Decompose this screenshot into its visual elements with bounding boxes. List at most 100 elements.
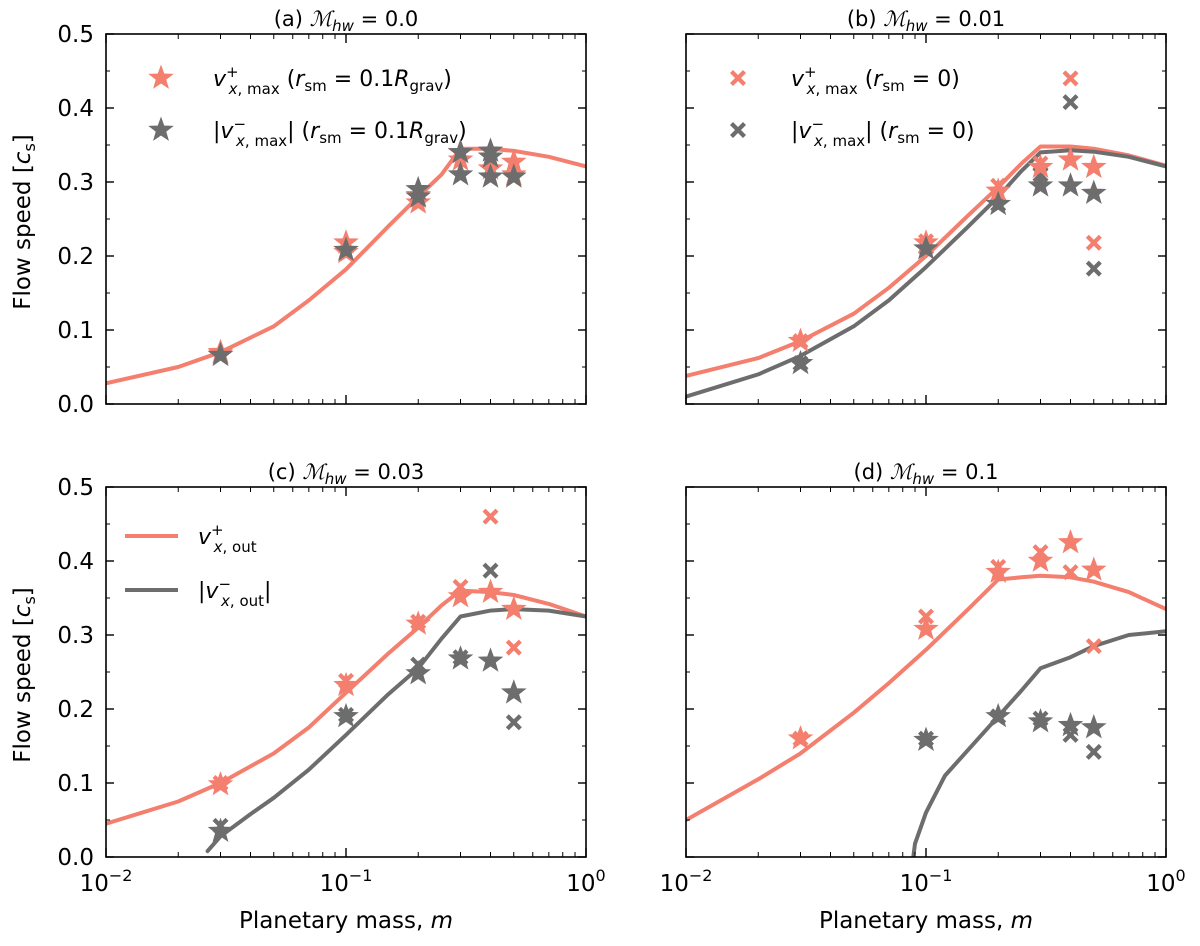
- star-marker-gray: [1057, 711, 1084, 737]
- title-M: ℳ: [302, 460, 328, 484]
- legend-cross-marker: [730, 70, 746, 86]
- star-marker-gray: [1081, 179, 1107, 204]
- star-marker-gray: [333, 702, 359, 728]
- panel-c: 0.0 0.1 0.2 0.3 0.4 0.5 10−2 10−1 100: [57, 475, 605, 897]
- star-marker-salmon: [447, 583, 474, 608]
- xlabel-text: Planetary mass,: [819, 908, 1011, 934]
- legend-star-marker: [148, 64, 174, 89]
- y-tick-label: 0.0: [57, 392, 94, 418]
- cross-marker-salmon: [1085, 234, 1102, 251]
- star-marker-gray: [913, 235, 939, 260]
- panel-a: 0.0 0.1 0.2 0.3 0.4 0.5: [57, 22, 587, 418]
- cross-marker-gray: [482, 562, 499, 579]
- star-marker-gray: [207, 341, 234, 367]
- star-marker-gray: [477, 647, 504, 672]
- star-marker-gray: [477, 143, 504, 168]
- cross-marker-salmon: [1062, 70, 1079, 87]
- star-marker-gray: [447, 138, 474, 164]
- y-axis-label-top: Flow speed [cs]: [10, 134, 39, 310]
- star-marker-salmon: [787, 725, 814, 750]
- star-marker-gray: [207, 817, 234, 842]
- cross-marker-salmon: [505, 639, 522, 656]
- ylabel-close: ]: [10, 134, 36, 143]
- star-marker-gray: [985, 702, 1011, 728]
- series-line-salmon: [686, 144, 1166, 378]
- ylabel-text: Flow speed [: [10, 617, 36, 763]
- cross-marker-gray: [505, 714, 522, 731]
- y-tick-label: 0.4: [57, 549, 94, 575]
- cross-marker-salmon: [482, 508, 499, 525]
- title-prefix: (d): [854, 460, 890, 484]
- cross-marker-gray: [1085, 260, 1102, 277]
- panel-a-title: (a) ℳhw = 0.0: [274, 7, 419, 35]
- star-marker-gray: [333, 236, 359, 261]
- xlabel-text: Planetary mass,: [239, 908, 431, 934]
- star-marker-gray: [447, 645, 474, 670]
- legend-label: v+ x, max (rsm = 0): [791, 63, 960, 98]
- x-tick-label: 10−2: [660, 866, 713, 897]
- series-line-gray: [911, 629, 1166, 857]
- x-axis-label-left: Planetary mass, m: [239, 908, 453, 934]
- cross-marker-salmon: [1062, 564, 1079, 581]
- cross-marker-gray: [1062, 94, 1079, 111]
- legend-panel-c: v+ x, out |v− x, out|: [125, 521, 271, 610]
- star-marker-gray: [501, 679, 527, 704]
- title-M: ℳ: [890, 460, 916, 484]
- panel-b: [685, 33, 1167, 405]
- legend-star-marker: [148, 116, 174, 141]
- title-prefix: (a): [274, 7, 310, 31]
- title-M: ℳ: [310, 7, 336, 31]
- star-marker-gray: [447, 161, 474, 186]
- star-marker-gray: [1057, 172, 1084, 197]
- y-tick-label: 0.2: [57, 244, 94, 270]
- x-axis-label-right: Planetary mass, m: [819, 908, 1033, 934]
- legend-label: |v− x, max| (rsm = 0): [791, 115, 975, 150]
- star-marker-salmon: [913, 615, 939, 640]
- legend-label: |v− x, out|: [198, 575, 271, 610]
- y-tick-label: 0.3: [57, 170, 94, 196]
- star-marker-salmon: [1057, 529, 1084, 554]
- x-tick-label: 10−1: [900, 866, 953, 897]
- star-marker-gray: [1027, 172, 1054, 197]
- star-marker-gray: [405, 183, 431, 208]
- star-marker-salmon: [405, 610, 431, 635]
- title-prefix: (c): [268, 460, 303, 484]
- star-marker-gray: [985, 190, 1011, 216]
- series-line-salmon: [106, 146, 586, 386]
- series-line-salmon: [106, 588, 586, 826]
- ylabel-c: c: [10, 151, 36, 164]
- legend-label: v+ x, out: [198, 521, 257, 556]
- star-marker-salmon: [1027, 153, 1054, 179]
- panel-d: 10−2 10−1 100: [660, 486, 1186, 897]
- y-tick-label: 0.3: [57, 623, 94, 649]
- title-sub: hw: [912, 470, 935, 488]
- star-marker-salmon: [333, 671, 359, 697]
- title-prefix: (b): [847, 7, 883, 31]
- ylabel-text: Flow speed [: [10, 164, 36, 310]
- ylabel-sub: s: [20, 596, 39, 604]
- title-value: = 0.03: [347, 460, 425, 484]
- star-marker-salmon: [985, 558, 1011, 583]
- legend-entry-vminus-out: |v− x, out|: [125, 575, 271, 610]
- x-tick-label: 100: [566, 866, 605, 897]
- y-tick-label: 0.5: [57, 475, 94, 501]
- star-marker-salmon: [477, 578, 504, 603]
- legend-entry-vminus-max-star: |v− x, max| (rsm = 0.1Rgrav): [148, 115, 467, 150]
- title-M: ℳ: [883, 7, 909, 31]
- ylabel-sub: s: [20, 143, 39, 151]
- y-tick-label: 0.5: [57, 22, 94, 48]
- star-marker-salmon: [1081, 556, 1107, 581]
- star-marker-gray: [501, 163, 527, 188]
- y-tick-label: 0.0: [57, 845, 94, 871]
- title-value: = 0.0: [354, 7, 418, 31]
- legend-panel-a: v+ x, max (rsm = 0.1Rgrav) |v− x, max| (rs…: [148, 63, 467, 150]
- cross-marker-salmon: [1085, 638, 1102, 655]
- star-marker-gray: [405, 660, 431, 685]
- y-tick-label: 0.2: [57, 697, 94, 723]
- x-tick-label: 100: [1146, 866, 1185, 897]
- panel-b-title: (b) ℳhw = 0.01: [847, 7, 1005, 35]
- title-sub: hw: [906, 17, 929, 35]
- star-marker-salmon: [1081, 153, 1107, 179]
- star-marker-salmon: [207, 771, 234, 796]
